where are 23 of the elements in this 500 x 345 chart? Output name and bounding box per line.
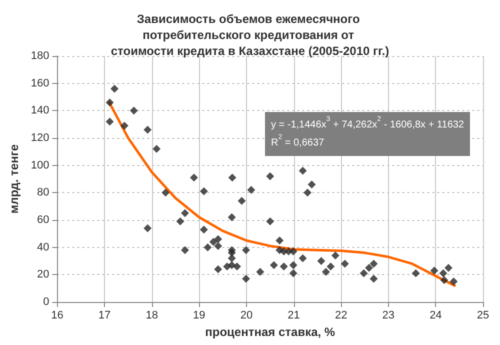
- x-tick-label: 24: [430, 310, 442, 322]
- x-tick-label: 23: [382, 310, 395, 322]
- chart-title: Зависимость объемов ежемесячного потребительского кредитования от стоимости кредита в Казахстане (2005-2010 гг.): [110, 12, 390, 58]
- y-tick-label: 180: [30, 50, 50, 62]
- x-axis-title: процентная ставка, %: [205, 324, 336, 339]
- y-tick-label: 60: [37, 214, 50, 226]
- y-tick-label: 20: [37, 268, 50, 281]
- y-tick-label: 100: [30, 159, 50, 172]
- y-tick-label: 0: [43, 296, 50, 308]
- y-tick-label: 120: [30, 132, 50, 144]
- x-tick-label: 20: [240, 310, 253, 322]
- x-tick-label: 17: [98, 310, 111, 322]
- x-tick-label: 18: [146, 310, 158, 322]
- y-tick-label: 40: [37, 241, 50, 254]
- y-tick-label: 80: [37, 186, 50, 199]
- x-tick-label: 22: [334, 310, 348, 322]
- x-tick-label: 16: [51, 310, 64, 322]
- y-tick-label: 160: [30, 77, 50, 90]
- x-tick-label: 25: [476, 310, 490, 322]
- y-tick-label: 140: [30, 104, 50, 117]
- x-tick-label: 21: [288, 310, 300, 322]
- x-tick-label: 19: [193, 310, 206, 322]
- y-axis-title: млрд. тенге: [7, 144, 21, 214]
